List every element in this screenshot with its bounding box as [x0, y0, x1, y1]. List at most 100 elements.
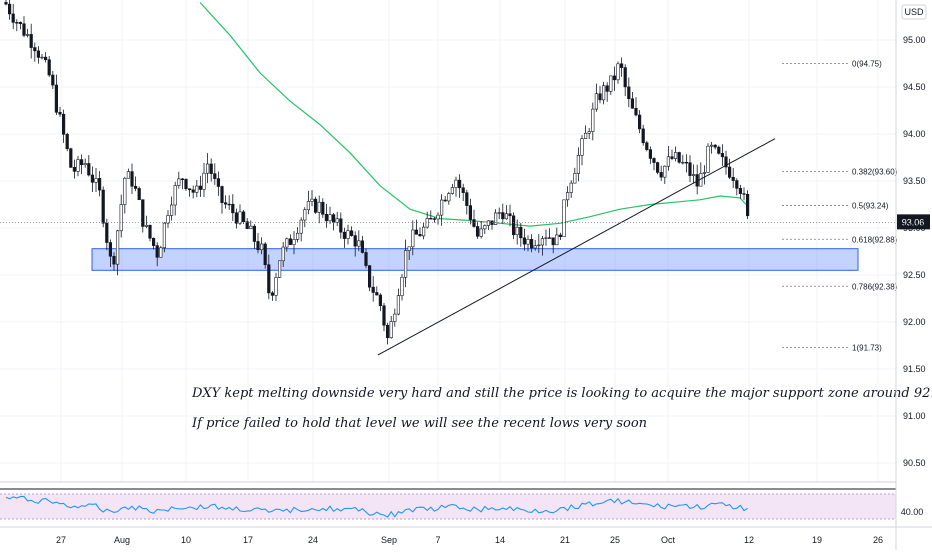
candle — [94, 167, 98, 193]
trendline-segment[interactable] — [377, 138, 776, 356]
candle — [403, 239, 408, 288]
candle — [25, 28, 30, 38]
candle — [112, 252, 116, 271]
candle — [673, 146, 678, 162]
currency-badge[interactable] — [901, 4, 927, 20]
candle — [328, 206, 332, 224]
price-axis[interactable]: 95.00 94.50 94.00 93.50 93.00 92.50 92.00 91.50… — [903, 35, 926, 468]
candle — [609, 75, 613, 95]
candle — [234, 208, 239, 229]
candle — [216, 171, 221, 196]
candle — [263, 241, 267, 269]
candle — [364, 248, 368, 269]
time-tick-label: 12 — [744, 535, 754, 545]
candle — [447, 191, 451, 205]
candle — [522, 228, 526, 251]
currency-label: USD — [904, 7, 924, 17]
candle — [87, 155, 91, 177]
candle — [634, 97, 638, 117]
candle — [116, 229, 120, 276]
candle — [209, 158, 213, 182]
candle — [242, 209, 246, 224]
candle — [108, 239, 112, 268]
candle — [105, 218, 109, 251]
candle — [61, 109, 66, 143]
candle — [227, 195, 231, 210]
candle — [717, 145, 721, 155]
price-tick-label: 92.50 — [903, 270, 926, 280]
candle — [612, 66, 616, 91]
candle — [551, 237, 555, 254]
candle — [598, 86, 602, 104]
candle — [206, 153, 210, 184]
price-tick-label: 91.00 — [903, 411, 926, 421]
candle — [558, 232, 562, 241]
candle — [727, 158, 732, 180]
candle — [198, 175, 203, 197]
annotation-1: DXY kept melting downside very hard and … — [191, 386, 932, 401]
main-pane[interactable] — [0, 0, 896, 482]
candle — [457, 174, 462, 198]
candle — [594, 83, 598, 112]
candle — [616, 61, 620, 84]
candle — [591, 102, 595, 141]
time-tick-label: 17 — [243, 535, 253, 545]
candle — [547, 228, 552, 239]
candle — [371, 276, 375, 302]
candle — [303, 207, 307, 228]
candle — [400, 273, 404, 301]
candle — [29, 23, 33, 59]
current-price-badge — [897, 214, 930, 230]
candle — [630, 92, 634, 109]
candle — [101, 186, 105, 228]
candle — [576, 147, 580, 182]
candle — [339, 212, 343, 239]
price-tick-label: 91.50 — [903, 364, 926, 374]
candle — [454, 176, 458, 197]
candle — [745, 190, 750, 220]
fib-label: 0(94.75) — [852, 60, 882, 69]
candle — [134, 176, 138, 192]
candle — [385, 322, 390, 345]
current-price-label: 93.06 — [902, 217, 925, 227]
candle — [159, 245, 163, 258]
candle — [98, 171, 102, 197]
candle — [90, 166, 94, 192]
candle — [526, 235, 530, 252]
candle — [22, 16, 26, 38]
candle — [119, 194, 123, 238]
candle — [648, 146, 652, 164]
candle — [425, 211, 429, 229]
candle — [742, 187, 746, 201]
candle — [65, 132, 69, 152]
time-tick-label: 24 — [308, 535, 318, 545]
current-price-line: 93.06 — [0, 214, 930, 230]
candle — [33, 42, 37, 62]
candle — [173, 181, 177, 216]
candle — [285, 237, 289, 252]
time-axis[interactable]: 27 Aug 10 17 24 Sep 7 14 21 25 Oct 12 19 26 — [56, 535, 883, 545]
candle — [18, 21, 23, 30]
candle — [249, 220, 253, 230]
candle — [4, 0, 8, 6]
candle — [220, 185, 224, 214]
candle — [666, 145, 670, 171]
candle — [72, 159, 76, 179]
candle — [155, 242, 159, 267]
candle — [353, 231, 357, 257]
support-zone-rect[interactable] — [91, 248, 859, 271]
time-tick-label: Aug — [114, 535, 130, 545]
candle — [58, 106, 62, 117]
candle — [637, 110, 642, 134]
candle — [429, 210, 433, 220]
candle — [519, 222, 523, 247]
candle — [709, 141, 714, 154]
candle — [274, 272, 278, 302]
candle — [152, 237, 156, 250]
price-tick-label: 94.50 — [903, 82, 926, 92]
candle — [670, 149, 674, 161]
candle — [83, 158, 87, 168]
candle — [555, 227, 559, 246]
candle — [562, 199, 566, 238]
